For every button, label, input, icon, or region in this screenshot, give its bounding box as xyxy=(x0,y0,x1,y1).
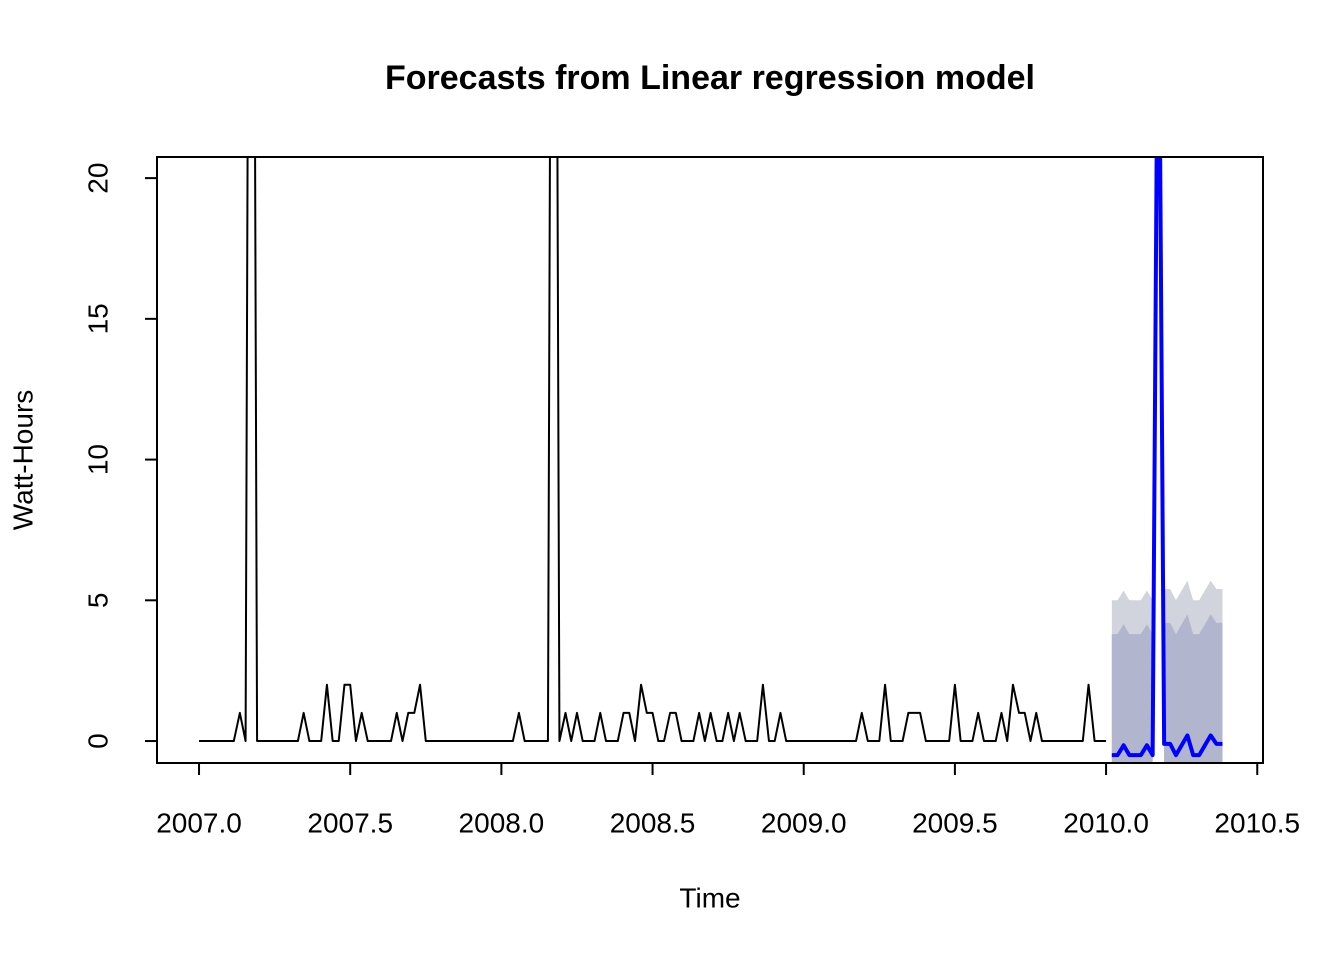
x-axis-label: Time xyxy=(679,882,740,913)
y-tick-label: 0 xyxy=(82,733,113,749)
plot-area xyxy=(199,157,1223,763)
x-tick-label: 2009.5 xyxy=(912,807,998,838)
x-tick-label: 2007.0 xyxy=(156,807,242,838)
history-line xyxy=(199,157,1107,743)
y-tick-label: 10 xyxy=(82,444,113,475)
y-tick-label: 5 xyxy=(82,593,113,609)
x-tick-label: 2008.0 xyxy=(459,807,545,838)
x-tick-label: 2009.0 xyxy=(761,807,847,838)
x-tick-label: 2007.5 xyxy=(307,807,393,838)
chart-title: Forecasts from Linear regression model xyxy=(385,59,1035,97)
x-tick-label: 2010.5 xyxy=(1214,807,1300,838)
prediction-band xyxy=(1111,624,1153,763)
y-tick-label: 15 xyxy=(82,303,113,334)
y-tick-label: 20 xyxy=(82,163,113,194)
forecast-line xyxy=(1111,157,1223,758)
x-tick-label: 2010.0 xyxy=(1063,807,1149,838)
y-axis-label: Watt-Hours xyxy=(7,390,38,531)
plot-frame xyxy=(156,156,1264,764)
x-tick-label: 2008.5 xyxy=(610,807,696,838)
prediction-band xyxy=(1164,614,1223,763)
